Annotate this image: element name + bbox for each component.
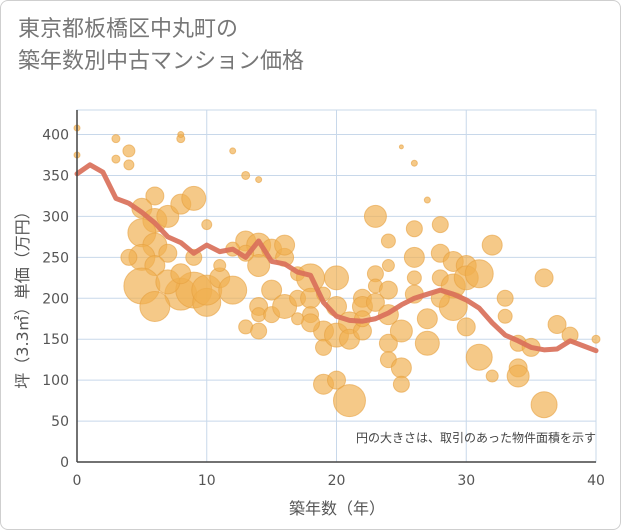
bubble-point [111, 134, 121, 144]
bubble-point [123, 159, 135, 171]
bubble-point [122, 144, 136, 158]
bubble-point [274, 234, 296, 256]
bubble-point [332, 384, 366, 418]
bubble-point [327, 370, 346, 390]
bubble-point [250, 322, 268, 340]
bubble-point [158, 243, 178, 263]
bubble-point [496, 289, 514, 307]
bubble-point [170, 263, 192, 285]
bubble-point [405, 220, 423, 238]
bubble-point [111, 154, 121, 164]
y-tick-label: 200 [42, 291, 69, 307]
bubble-point [410, 159, 418, 167]
bubble-point [201, 219, 213, 231]
bubble-point [392, 375, 410, 393]
bubble-point [389, 319, 413, 343]
bubble-point [591, 334, 601, 344]
bubble-point [506, 364, 530, 388]
bubble-point [145, 186, 165, 206]
y-tick-label: 350 [42, 168, 69, 184]
y-tick-label: 100 [42, 373, 69, 389]
bubble-point [485, 369, 499, 383]
bubble-point [456, 317, 476, 337]
bubble-point [365, 292, 385, 312]
bubble-point [380, 233, 396, 249]
y-tick-label: 0 [60, 455, 69, 471]
x-tick-label: 10 [198, 473, 216, 489]
bubble-point [406, 270, 422, 286]
x-axis-label: 築年数（年） [289, 499, 385, 518]
bubble-point [291, 312, 305, 326]
bubble-point [241, 170, 251, 180]
bubble-point [416, 308, 438, 330]
bubble-point [530, 391, 558, 419]
bubble-point [120, 248, 138, 266]
x-tick-label: 0 [73, 473, 82, 489]
bubble-point [213, 259, 227, 273]
bubble-point [301, 313, 321, 333]
bubble-point [481, 234, 503, 256]
bubble-point [398, 144, 404, 150]
bubble-point [423, 196, 431, 204]
bubble-point [464, 259, 494, 289]
bubble-point [465, 343, 493, 371]
y-tick-label: 150 [42, 332, 69, 348]
bubble-point [363, 204, 387, 228]
bubble-point [218, 275, 248, 305]
price-trend-line [74, 162, 599, 354]
y-tick-label: 50 [51, 414, 69, 430]
x-tick-label: 20 [328, 473, 346, 489]
y-axis-label: 坪（3.3㎡）単価（万円） [13, 203, 32, 388]
bubble-point [181, 185, 207, 211]
bubble-point [229, 147, 237, 155]
bubble-point [255, 176, 263, 184]
chart-title-line2: 築年数別中古マンション価格 [18, 49, 305, 74]
bubble-point [261, 279, 283, 301]
bubble-point [431, 216, 449, 234]
chart-title-line1: 東京都板橋区中丸町の [18, 17, 239, 42]
bubble-point [324, 265, 349, 291]
bubble-point [378, 280, 398, 300]
bubble-point [390, 357, 412, 379]
bubble-point [403, 246, 425, 268]
y-tick-label: 300 [42, 209, 69, 225]
bubble-point [547, 314, 567, 334]
x-tick-label: 30 [457, 473, 475, 489]
bubble-size-note: 円の大きさは、取引のあった物件面積を示す [356, 430, 596, 445]
y-tick-label: 250 [42, 250, 69, 266]
y-tick-label: 400 [42, 128, 69, 144]
bubble-point [177, 131, 185, 139]
x-tick-label: 40 [587, 473, 605, 489]
bubble-point [497, 308, 513, 324]
bubble-point [534, 268, 554, 288]
bubble-point [247, 254, 271, 278]
bubble-point [139, 290, 171, 322]
chart-title: 東京都板橋区中丸町の 築年数別中古マンション価格 [18, 14, 304, 78]
bubble-point [414, 330, 440, 356]
bubble-point [381, 259, 395, 273]
